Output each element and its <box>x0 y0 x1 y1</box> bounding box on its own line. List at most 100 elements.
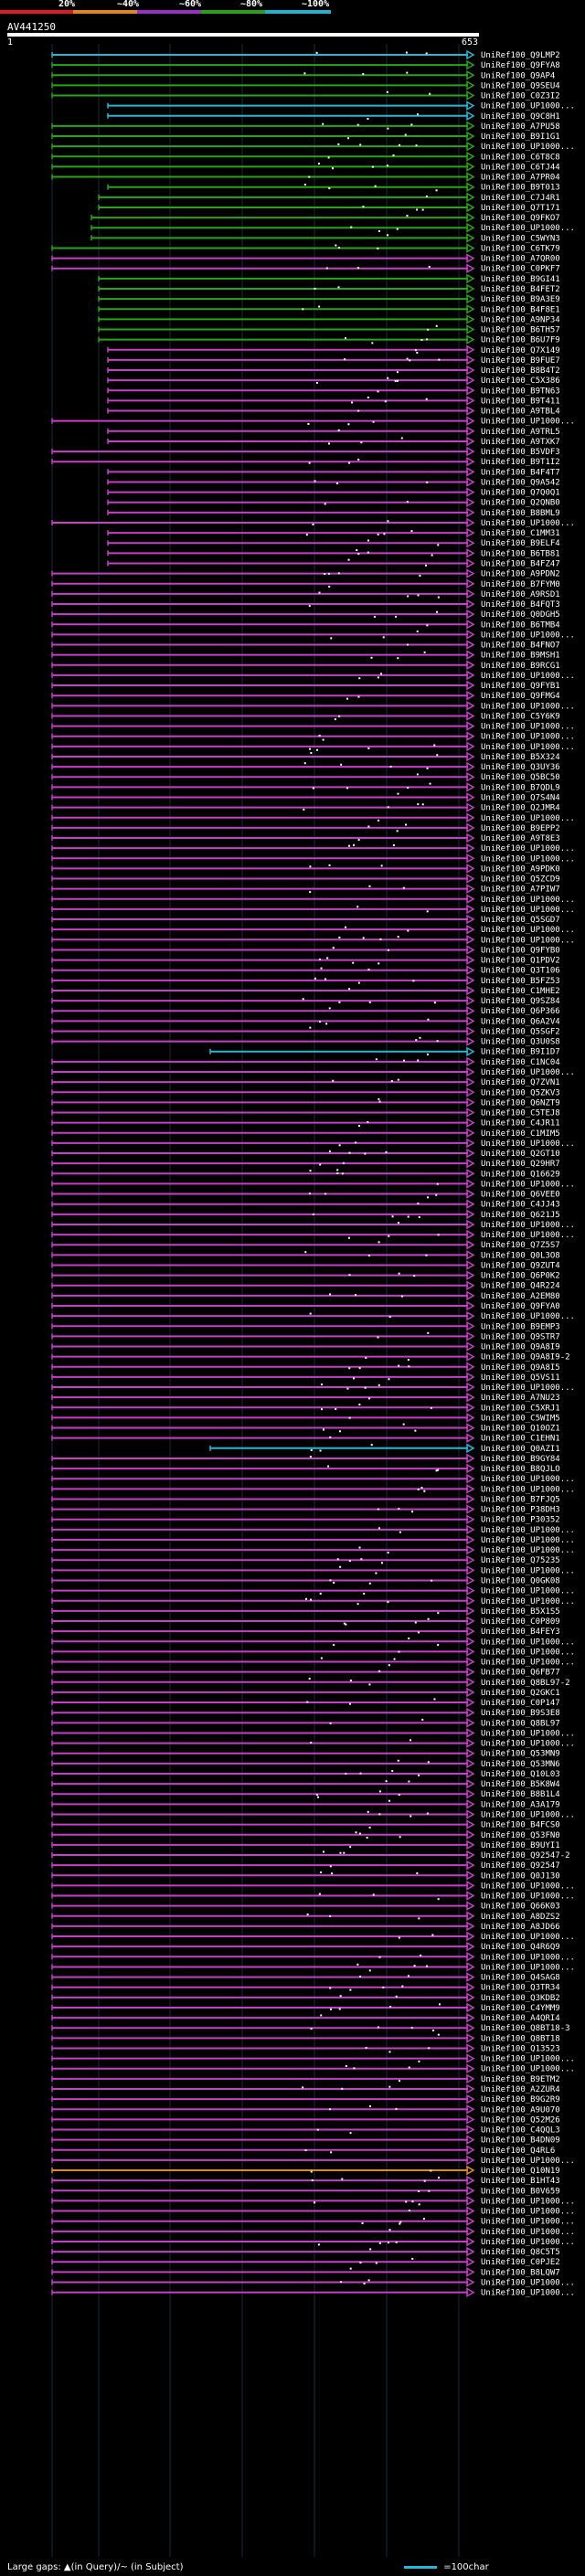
hit-label[interactable]: UniRef100_Q7X149 <box>481 346 560 355</box>
hit-label[interactable]: UniRef100_Q0J130 <box>481 1871 560 1881</box>
hit-row[interactable]: UniRef100_A9TBL4 <box>107 406 560 417</box>
hit-label[interactable]: UniRef100_Q3TR34 <box>481 1984 560 1993</box>
hit-row[interactable]: UniRef100_Q53FN0 <box>51 1829 560 1840</box>
hit-row[interactable]: UniRef100_C5Y6K9 <box>51 711 560 721</box>
hit-label[interactable]: UniRef100_UP1000... <box>481 1485 575 1494</box>
hit-label[interactable]: UniRef100_Q2QNB0 <box>481 499 560 508</box>
hit-row[interactable]: UniRef100_Q3TR34 <box>51 1982 560 1993</box>
hit-label[interactable]: UniRef100_B9ELF4 <box>481 539 560 548</box>
hit-row[interactable]: UniRef100_B6U7F9 <box>98 334 560 345</box>
hit-row[interactable]: UniRef100_Q2GT10 <box>51 1148 560 1159</box>
hit-row[interactable]: UniRef100_A9TXK7 <box>107 436 560 447</box>
hit-label[interactable]: UniRef100_B4FQT3 <box>481 600 560 610</box>
hit-label[interactable]: UniRef100_B8B1L4 <box>481 1790 560 1799</box>
hit-row[interactable]: UniRef100_Q9A542 <box>107 477 560 487</box>
hit-row[interactable]: UniRef100_B5VDF3 <box>51 446 560 457</box>
hit-label[interactable]: UniRef100_UP1000... <box>481 926 575 935</box>
hit-row[interactable]: UniRef100_UP1000... <box>51 701 575 711</box>
hit-row[interactable]: UniRef100_A9NP34 <box>98 314 560 324</box>
hit-label[interactable]: UniRef100_Q10L03 <box>481 1770 560 1779</box>
hit-label[interactable]: UniRef100_B9I1G1 <box>481 133 560 142</box>
hit-row[interactable]: UniRef100_B4FET2 <box>98 283 560 294</box>
hit-row[interactable]: UniRef100_UP1000... <box>51 1484 575 1494</box>
hit-label[interactable]: UniRef100_UP1000... <box>481 1587 575 1596</box>
hit-label[interactable]: UniRef100_A9NP34 <box>481 315 560 324</box>
hit-row[interactable]: UniRef100_B9GI41 <box>98 273 560 284</box>
hit-label[interactable]: UniRef100_UP1000... <box>481 733 575 742</box>
hit-row[interactable]: UniRef100_Q9FYA0 <box>51 1300 560 1311</box>
hit-row[interactable]: UniRef100_UP1000... <box>51 2196 575 2206</box>
hit-label[interactable]: UniRef100_B8B4T2 <box>481 366 560 376</box>
hit-row[interactable]: UniRef100_UP1000... <box>51 812 575 823</box>
hit-label[interactable]: UniRef100_Q6NZT9 <box>481 1098 560 1108</box>
hit-row[interactable]: UniRef100_Q4RL6 <box>51 2145 555 2156</box>
hit-label[interactable]: UniRef100_B6TMB4 <box>481 620 560 630</box>
hit-row[interactable]: UniRef100_Q6VEE0 <box>51 1189 560 1200</box>
hit-row[interactable]: UniRef100_UP1000... <box>51 630 575 640</box>
hit-label[interactable]: UniRef100_UP1000... <box>481 906 575 915</box>
hit-row[interactable]: UniRef100_UP1000... <box>51 1738 575 1749</box>
hit-row[interactable]: UniRef100_A8JD66 <box>51 1921 560 1932</box>
hit-row[interactable]: UniRef100_B9T411 <box>107 396 560 406</box>
hit-row[interactable]: UniRef100_UP1000... <box>51 1310 575 1321</box>
hit-row[interactable]: UniRef100_Q5SGD7 <box>51 914 560 925</box>
hit-row[interactable]: UniRef100_UP1000... <box>51 2063 575 2074</box>
hit-label[interactable]: UniRef100_UP1000... <box>481 1312 575 1321</box>
hit-row[interactable]: UniRef100_B5FZ53 <box>51 975 560 986</box>
hit-label[interactable]: UniRef100_C5WYN3 <box>481 234 560 243</box>
hit-label[interactable]: UniRef100_UP1000... <box>481 1740 575 1749</box>
hit-row[interactable]: UniRef100_UP1000... <box>51 904 575 915</box>
hit-label[interactable]: UniRef100_A2EM80 <box>481 1292 560 1301</box>
hit-label[interactable]: UniRef100_A7NU23 <box>481 1394 560 1403</box>
hit-row[interactable]: UniRef100_A3A179 <box>51 1799 560 1810</box>
hit-row[interactable]: UniRef100_UP1000... <box>51 1931 575 1942</box>
hit-row[interactable]: UniRef100_UP1000... <box>51 2226 575 2237</box>
hit-row[interactable]: UniRef100_B8LQW7 <box>51 2267 560 2278</box>
hit-row[interactable]: UniRef100_B9RCG1 <box>51 660 560 671</box>
hit-row[interactable]: UniRef100_C0P809 <box>51 1616 560 1627</box>
hit-label[interactable]: UniRef100_B4F8E1 <box>481 305 560 314</box>
hit-label[interactable]: UniRef100_Q9FYB1 <box>481 682 560 691</box>
hit-label[interactable]: UniRef100_B8LQW7 <box>481 2268 560 2277</box>
hit-row[interactable]: UniRef100_Q7Z5S7 <box>51 1239 560 1250</box>
hit-row[interactable]: UniRef100_A2EM80 <box>51 1290 560 1301</box>
hit-label[interactable]: UniRef100_B8BML9 <box>481 509 560 518</box>
hit-row[interactable]: UniRef100_B9G2R9 <box>51 2094 560 2104</box>
hit-row[interactable]: UniRef100_UP1000... <box>51 1809 575 1819</box>
hit-row[interactable]: UniRef100_UP1000... <box>51 2053 575 2064</box>
hit-label[interactable]: UniRef100_B9I1D7 <box>481 1048 560 1057</box>
hit-row[interactable]: UniRef100_Q3T106 <box>51 965 560 976</box>
hit-label[interactable]: UniRef100_B9GY84 <box>481 1455 560 1464</box>
hit-row[interactable]: UniRef100_Q8BL97-2 <box>51 1677 570 1688</box>
hit-row[interactable]: UniRef100_UP1000... <box>107 101 575 111</box>
hit-row[interactable]: UniRef100_Q3UY36 <box>51 761 560 772</box>
hit-row[interactable]: UniRef100_A7PR04 <box>51 172 560 183</box>
hit-label[interactable]: UniRef100_UP1000... <box>481 418 575 427</box>
hit-label[interactable]: UniRef100_B7FJQ5 <box>481 1495 560 1504</box>
hit-label[interactable]: UniRef100_A7PIW7 <box>481 885 560 895</box>
hit-label[interactable]: UniRef100_Q8BT18 <box>481 2034 560 2043</box>
hit-label[interactable]: UniRef100_A4QRI4 <box>481 2014 560 2023</box>
hit-row[interactable]: UniRef100_A8DZS2 <box>51 1911 560 1922</box>
hit-row[interactable]: UniRef100_B9I1D7 <box>209 1046 560 1057</box>
hit-label[interactable]: UniRef100_Q7T171 <box>481 204 560 213</box>
hit-label[interactable]: UniRef100_Q75235 <box>481 1556 560 1565</box>
hit-label[interactable]: UniRef100_C5Y6K9 <box>481 712 560 721</box>
hit-label[interactable]: UniRef100_Q8BL97 <box>481 1719 560 1728</box>
hit-label[interactable]: UniRef100_UP1000... <box>481 2278 575 2287</box>
hit-label[interactable]: UniRef100_B1HT43 <box>481 2177 560 2186</box>
hit-row[interactable]: UniRef100_C7J4R1 <box>98 192 560 203</box>
hit-label[interactable]: UniRef100_UP1000... <box>481 1597 575 1606</box>
hit-row[interactable]: UniRef100_Q0L3O8 <box>51 1250 560 1260</box>
hit-row[interactable]: UniRef100_B4FEY3 <box>51 1626 560 1637</box>
hit-row[interactable]: UniRef100_UP1000... <box>51 1066 575 1077</box>
hit-row[interactable]: UniRef100_Q53MN6 <box>51 1758 560 1769</box>
hit-row[interactable]: UniRef100_UP1000... <box>51 1647 575 1657</box>
hit-row[interactable]: UniRef100_Q6NZT9 <box>51 1097 560 1108</box>
hit-row[interactable]: UniRef100_Q9LMP2 <box>51 49 560 60</box>
hit-row[interactable]: UniRef100_B5K8W4 <box>51 1778 560 1789</box>
hit-row[interactable]: UniRef100_UP1000... <box>51 1229 575 1240</box>
hit-row[interactable]: UniRef100_Q66K03 <box>51 1901 560 1912</box>
hit-row[interactable]: UniRef100_Q10OZ1 <box>51 1423 560 1434</box>
hit-label[interactable]: UniRef100_Q6P0K2 <box>481 1272 560 1281</box>
